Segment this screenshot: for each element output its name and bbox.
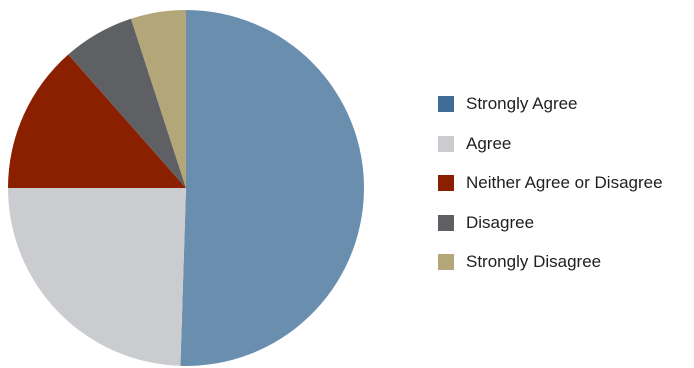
- legend-label-disagree: Disagree: [466, 212, 535, 232]
- legend-swatch-neither: [438, 175, 454, 191]
- legend-swatch-strongly-agree: [438, 96, 454, 112]
- legend-swatch-strongly-disagree: [438, 254, 454, 270]
- pie-slice-strongly-agree: [180, 10, 364, 366]
- legend-item-disagree: Disagree: [438, 213, 694, 233]
- pie-slice-disagree: [68, 18, 186, 188]
- pie-slices: [8, 10, 364, 366]
- legend-swatch-disagree: [438, 214, 454, 231]
- legend-item-agree: Agree: [438, 134, 694, 154]
- pie-slice-agree: [8, 188, 186, 366]
- legend-item-neither: Neither Agree or Disagree: [438, 173, 694, 193]
- legend-item-strongly-agree: Strongly Agree: [438, 94, 694, 114]
- legend-label-neither: Neither Agree or Disagree: [466, 173, 663, 192]
- legend-label-agree: Agree: [466, 133, 512, 153]
- legend-item-strongly-disagree: Strongly Disagree: [438, 252, 694, 272]
- legend-swatch-agree: [438, 135, 454, 152]
- legend-label-strongly-disagree: Strongly Disagree: [466, 252, 602, 271]
- pie-slice-neither-agree-or-disagree: [8, 54, 186, 189]
- pie-slice-strongly-disagree: [130, 10, 186, 188]
- legend: Strongly Agree Agree Neither Agree or Di…: [438, 94, 694, 292]
- legend-label-strongly-agree: Strongly Agree: [466, 94, 578, 113]
